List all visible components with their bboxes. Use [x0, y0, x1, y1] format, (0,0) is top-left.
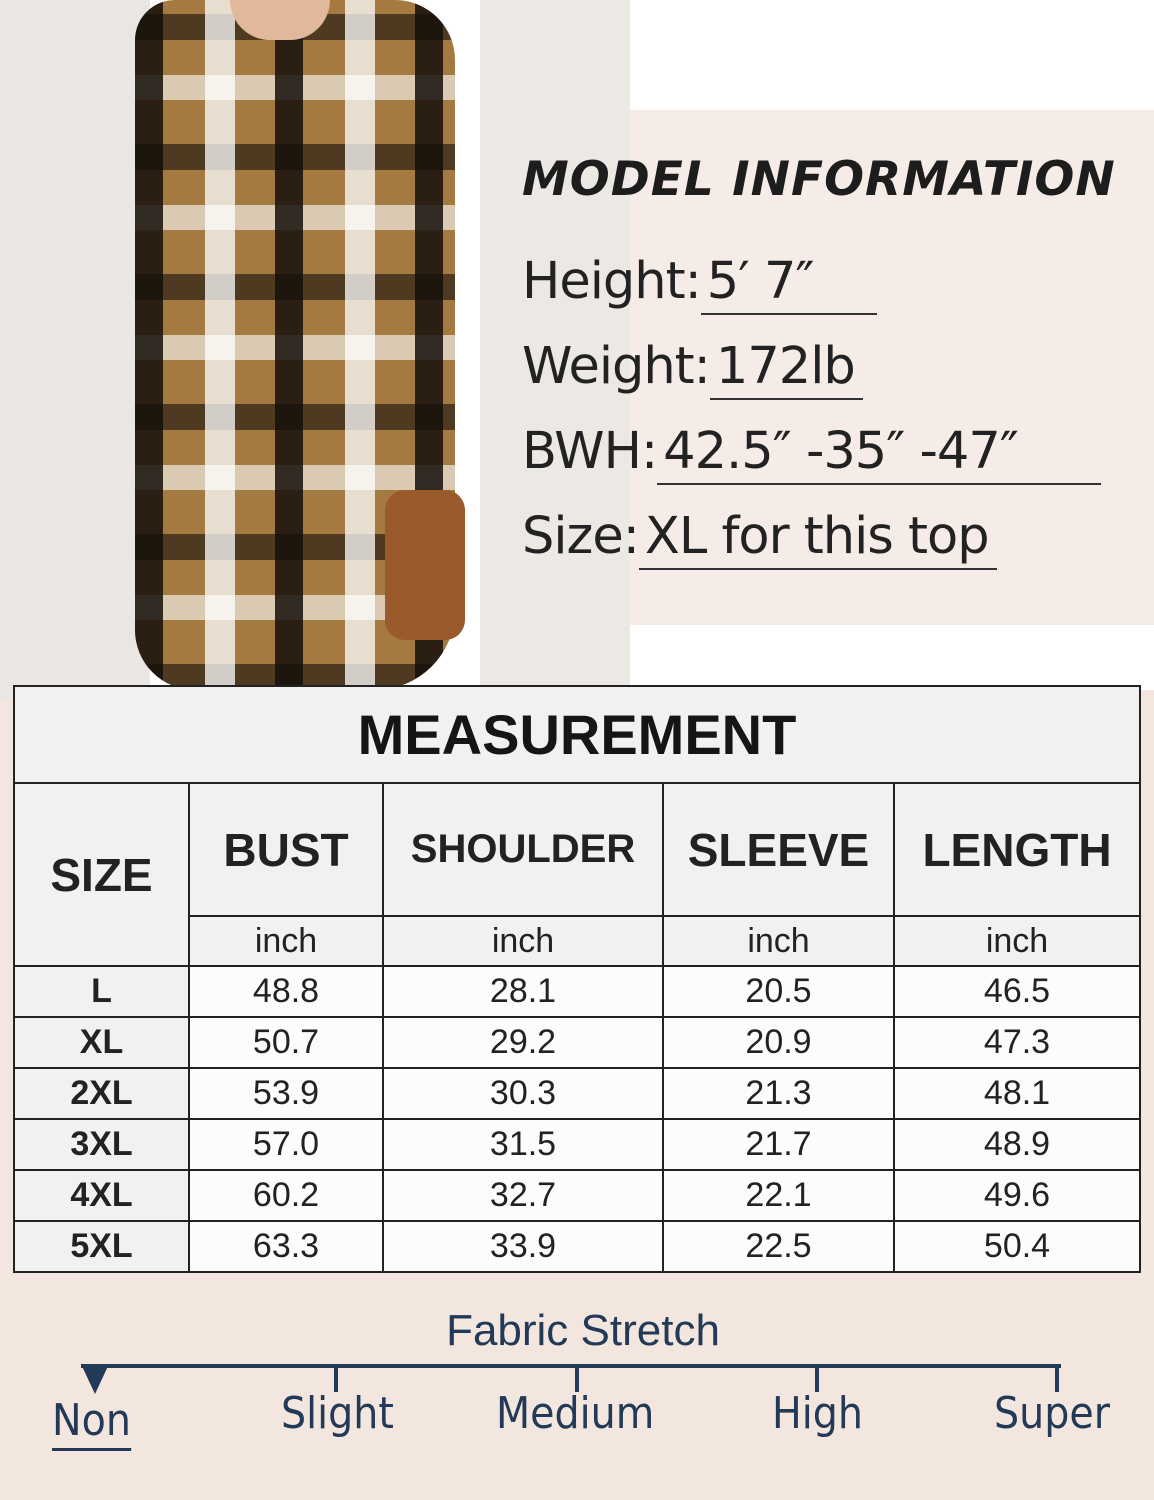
value-cell: 32.7 — [382, 1169, 664, 1222]
stretch-scale-line — [81, 1364, 1061, 1368]
table-row: XL 50.7 29.2 20.9 47.3 — [13, 1016, 1141, 1069]
size-cell: XL — [13, 1016, 190, 1069]
value-cell: 28.1 — [382, 965, 664, 1018]
value-cell: 22.1 — [662, 1169, 895, 1222]
unit: inch — [893, 915, 1141, 967]
value-cell: 60.2 — [188, 1169, 384, 1222]
table-row: 4XL 60.2 32.7 22.1 49.6 — [13, 1169, 1141, 1222]
size-header: SIZE — [13, 782, 190, 967]
value-cell: 50.4 — [893, 1220, 1141, 1273]
stretch-marker-icon — [81, 1364, 109, 1394]
unit: inch — [662, 915, 895, 967]
info-height: Height: 5′ 7″ — [522, 252, 877, 315]
value-cell: 20.9 — [662, 1016, 895, 1069]
value-cell: 21.7 — [662, 1118, 895, 1171]
col-bust: BUST — [188, 782, 384, 917]
info-value: 172lb — [709, 337, 863, 400]
value-cell: 57.0 — [188, 1118, 384, 1171]
scale-tick — [1055, 1364, 1059, 1392]
info-label: Weight: — [522, 337, 711, 396]
info-label: BWH: — [522, 422, 658, 481]
stretch-level-super: Super — [994, 1388, 1111, 1439]
stretch-level-high: High — [772, 1388, 864, 1439]
value-cell: 29.2 — [382, 1016, 664, 1069]
model-photo — [0, 0, 630, 700]
info-label: Height: — [522, 252, 702, 311]
size-cell: L — [13, 965, 190, 1018]
measurement-table: MEASUREMENT SIZE BUST SHOULDER SLEEVE LE… — [13, 685, 1141, 1273]
info-weight: Weight: 172lb — [522, 337, 863, 400]
info-value: 5′ 7″ — [700, 252, 877, 315]
value-cell: 46.5 — [893, 965, 1141, 1018]
size-cell: 4XL — [13, 1169, 190, 1222]
stretch-level-medium: Medium — [496, 1388, 655, 1439]
model-info-panel — [630, 110, 1154, 625]
handbag — [385, 490, 465, 640]
info-bwh: BWH: 42.5″ -35″ -47″ — [522, 422, 1102, 485]
model-info-title: MODEL INFORMATION — [522, 152, 1116, 207]
value-cell: 48.1 — [893, 1067, 1141, 1120]
col-length: LENGTH — [893, 782, 1141, 917]
stretch-level-slight: Slight — [281, 1388, 394, 1439]
scale-tick — [815, 1364, 819, 1392]
size-cell: 5XL — [13, 1220, 190, 1273]
value-cell: 30.3 — [382, 1067, 664, 1120]
value-cell: 63.3 — [188, 1220, 384, 1273]
value-cell: 53.9 — [188, 1067, 384, 1120]
stretch-title: Fabric Stretch — [446, 1306, 720, 1355]
value-cell: 21.3 — [662, 1067, 895, 1120]
value-cell: 48.8 — [188, 965, 384, 1018]
value-cell: 31.5 — [382, 1118, 664, 1171]
value-cell: 47.3 — [893, 1016, 1141, 1069]
table-row: 5XL 63.3 33.9 22.5 50.4 — [13, 1220, 1141, 1273]
unit: inch — [382, 915, 664, 967]
table-title: MEASUREMENT — [13, 685, 1141, 784]
unit: inch — [188, 915, 384, 967]
col-shoulder: SHOULDER — [382, 782, 664, 917]
scale-tick — [575, 1364, 579, 1392]
info-size: Size: XL for this top — [522, 507, 997, 570]
size-cell: 2XL — [13, 1067, 190, 1120]
table-row: 3XL 57.0 31.5 21.7 48.9 — [13, 1118, 1141, 1171]
scale-tick — [334, 1364, 338, 1392]
value-cell: 22.5 — [662, 1220, 895, 1273]
value-cell: 49.6 — [893, 1169, 1141, 1222]
value-cell: 20.5 — [662, 965, 895, 1018]
fabric-stretch: Fabric Stretch Non Slight Medium High Su… — [0, 1290, 1154, 1500]
info-label: Size: — [522, 507, 640, 566]
value-cell: 33.9 — [382, 1220, 664, 1273]
size-cell: 3XL — [13, 1118, 190, 1171]
info-value: XL for this top — [638, 507, 997, 570]
stretch-level-non: Non — [52, 1395, 131, 1451]
table-row: L 48.8 28.1 20.5 46.5 — [13, 965, 1141, 1018]
table-row: 2XL 53.9 30.3 21.3 48.1 — [13, 1067, 1141, 1120]
info-value: 42.5″ -35″ -47″ — [657, 422, 1102, 485]
col-sleeve: SLEEVE — [662, 782, 895, 917]
value-cell: 50.7 — [188, 1016, 384, 1069]
value-cell: 48.9 — [893, 1118, 1141, 1171]
